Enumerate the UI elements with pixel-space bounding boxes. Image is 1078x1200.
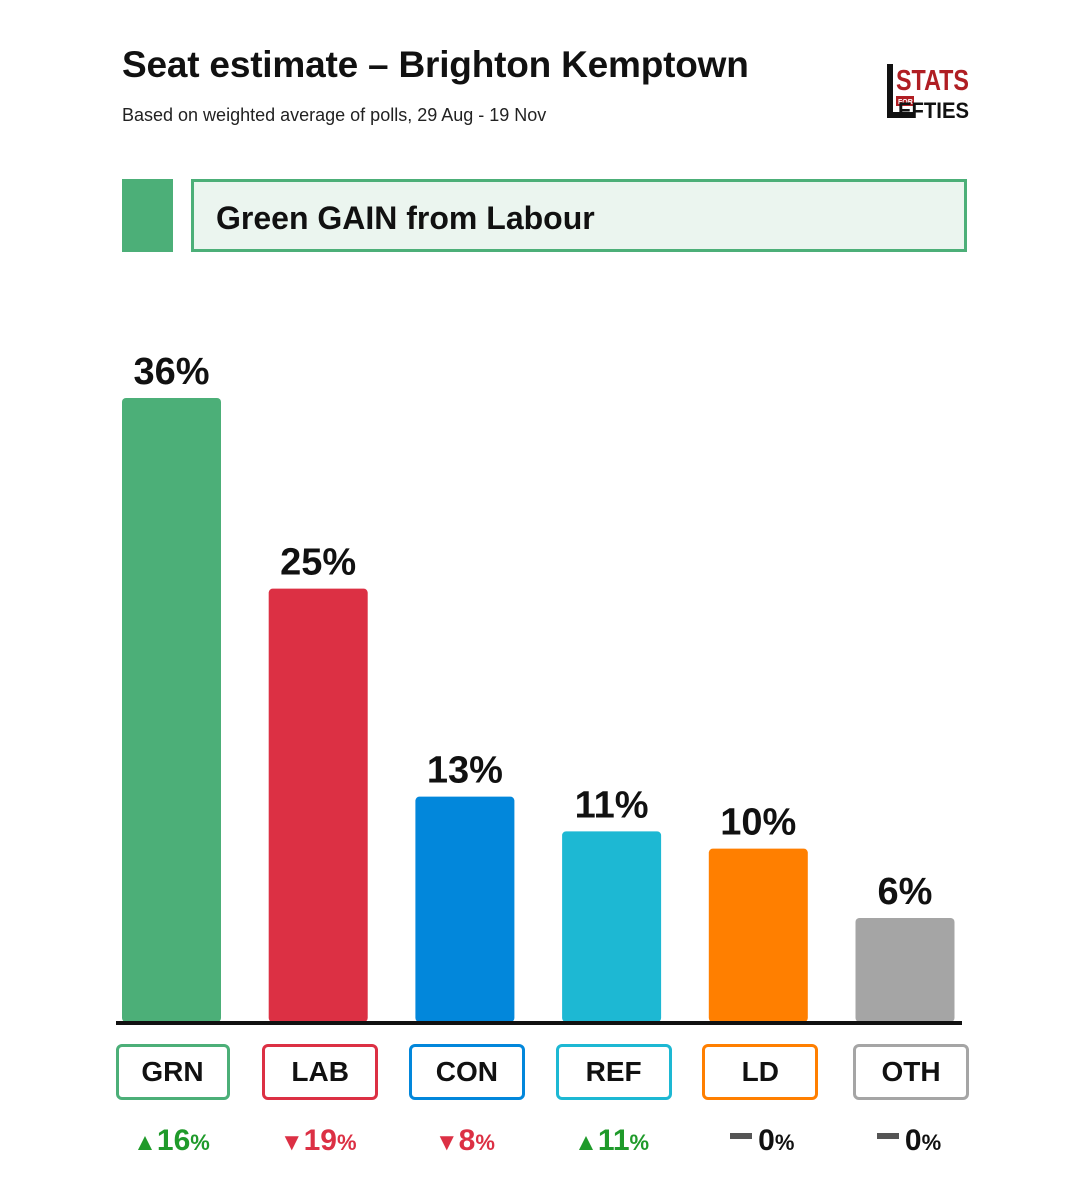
change-ref: ▲11%	[532, 1124, 692, 1158]
change-value: 19	[303, 1124, 337, 1157]
up-arrow-icon: ▲	[574, 1129, 598, 1156]
chart-subtitle: Based on weighted average of polls, 29 A…	[122, 105, 547, 125]
change-oth: 0%	[829, 1124, 989, 1158]
logo-text-bottom: EFTIES	[898, 98, 969, 122]
value-label-con: 13%	[427, 750, 503, 792]
change-unit: %	[629, 1130, 650, 1155]
party-label-ref: REF	[555, 1044, 672, 1100]
change-con: ▼8%	[385, 1124, 545, 1158]
value-label-grn: 36%	[133, 351, 209, 393]
change-grn: ▲16%	[92, 1124, 252, 1158]
logo-text-top: STATS	[896, 65, 969, 97]
bar-oth	[855, 918, 955, 1022]
change-ld: 0%	[682, 1124, 842, 1158]
change-unit: %	[774, 1130, 795, 1155]
change-value: 11	[597, 1124, 630, 1157]
change-value: 8	[458, 1124, 476, 1157]
value-label-ref: 11%	[575, 784, 649, 826]
stats-for-lefties-logo: STATS FOR EFTIES	[887, 64, 969, 122]
result-banner: Green GAIN from Labour	[191, 179, 967, 252]
bar-ld	[708, 848, 808, 1022]
bar-ref	[562, 831, 662, 1022]
value-label-oth: 6%	[878, 871, 933, 913]
change-value: 0	[904, 1124, 922, 1157]
chart-title: Seat estimate – Brighton Kemptown	[122, 44, 749, 85]
party-label-grn: GRN	[115, 1044, 230, 1100]
change-unit: %	[336, 1130, 357, 1155]
bar-con	[415, 796, 515, 1022]
value-label-lab: 25%	[280, 542, 356, 584]
change-value: 16	[156, 1124, 191, 1157]
party-label-lab: LAB	[262, 1044, 379, 1100]
change-unit: %	[921, 1130, 942, 1155]
value-label-ld: 10%	[720, 802, 796, 844]
change-lab: ▼19%	[238, 1124, 398, 1158]
party-label-oth: OTH	[853, 1044, 969, 1100]
party-label-ld: LD	[702, 1044, 819, 1100]
bar-lab	[268, 588, 368, 1022]
logo-text-small: FOR	[898, 99, 913, 106]
no-change-icon	[876, 1133, 899, 1140]
down-arrow-icon: ▼	[434, 1129, 459, 1156]
bar-grn	[122, 398, 221, 1022]
change-value: 0	[758, 1124, 775, 1157]
down-arrow-icon: ▼	[279, 1129, 304, 1156]
no-change-icon	[730, 1133, 753, 1140]
change-unit: %	[475, 1130, 495, 1155]
party-label-con: CON	[408, 1044, 525, 1100]
up-arrow-icon: ▲	[133, 1129, 157, 1156]
banner-text: Green GAIN from Labour	[216, 200, 595, 236]
change-unit: %	[190, 1130, 210, 1155]
banner-color-swatch	[122, 179, 173, 252]
